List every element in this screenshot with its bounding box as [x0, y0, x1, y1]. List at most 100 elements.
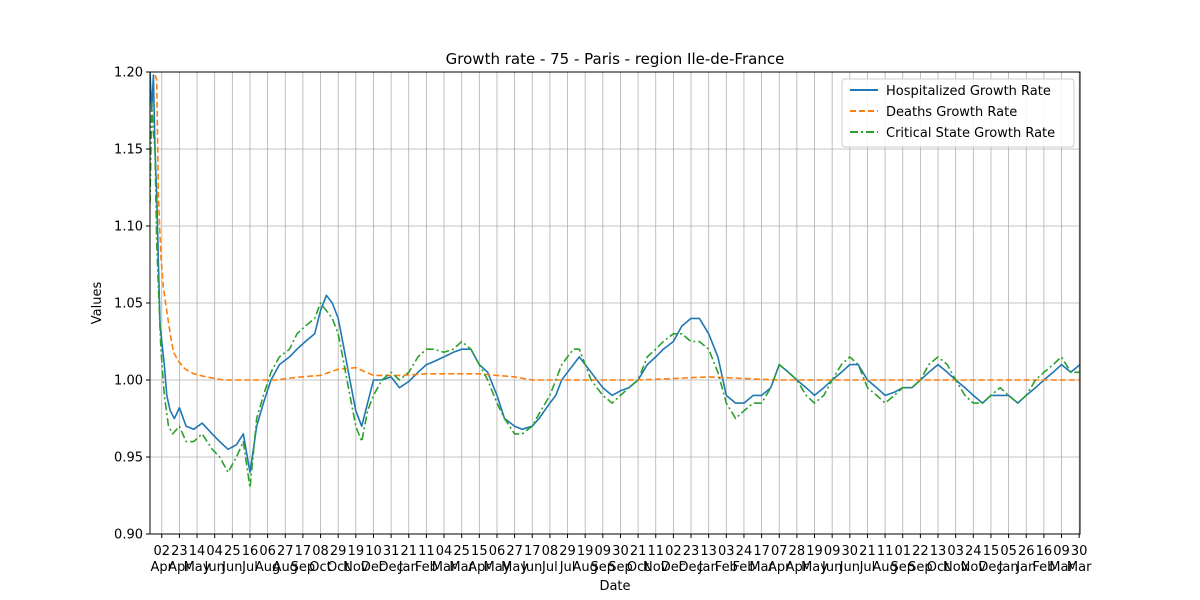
x-tick-month-label: Jul: [241, 560, 258, 575]
x-tick-month-label: Jun: [521, 560, 542, 575]
x-tick-month-label: Apr: [786, 560, 809, 575]
x-tick-month-label: Aug: [255, 560, 280, 575]
x-tick-month-label: Jul: [559, 560, 576, 575]
x-tick-day-label: 17: [295, 544, 312, 559]
legend-box: [841, 78, 1075, 148]
x-tick-day-label: 17: [524, 544, 541, 559]
x-axis-label: Date: [599, 579, 630, 594]
x-tick-month-label: Nov: [961, 560, 987, 575]
x-tick-day-label: 11: [647, 544, 664, 559]
x-tick-day-label: 15: [471, 544, 488, 559]
series-line-1: [154, 74, 1080, 381]
chart-title: Growth rate - 75 - Paris - region Ile-de…: [446, 50, 785, 68]
x-tick-month-label: Apr: [151, 560, 174, 575]
x-tick-day-label: 29: [559, 544, 576, 559]
x-tick-month-label: Sep: [591, 560, 616, 575]
x-tick-month-label: Nov: [643, 560, 669, 575]
x-tick-day-label: 25: [224, 544, 241, 559]
x-tick-month-label: Aug: [273, 560, 298, 575]
x-tick-month-label: Jul: [859, 560, 876, 575]
x-tick-day-label: 27: [277, 544, 294, 559]
x-tick-month-label: Jun: [221, 560, 242, 575]
x-tick-day-label: 27: [506, 544, 523, 559]
x-tick-month-label: Sep: [608, 560, 633, 575]
x-tick-day-label: 30: [1071, 544, 1088, 559]
x-tick-month-label: Feb: [1032, 560, 1055, 575]
x-tick-month-label: May: [484, 560, 511, 575]
x-tick-month-label: Jan: [998, 560, 1019, 575]
x-tick-day-label: 04: [436, 544, 453, 559]
x-tick-day-label: 16: [1036, 544, 1053, 559]
x-tick-month-label: Jun: [839, 560, 860, 575]
x-tick-day-label: 30: [612, 544, 629, 559]
x-tick-day-label: 09: [824, 544, 841, 559]
x-tick-month-label: Dec: [661, 560, 686, 575]
x-tick-month-label: Mar: [1049, 560, 1074, 575]
x-tick-month-label: Apr: [468, 560, 491, 575]
x-tick-month-label: Aug: [872, 560, 897, 575]
x-tick-day-label: 17: [753, 544, 770, 559]
x-tick-day-label: 31: [383, 544, 400, 559]
x-tick-month-label: Feb: [415, 560, 438, 575]
y-tick-label: 1.10: [114, 220, 143, 235]
x-tick-day-label: 21: [859, 544, 876, 559]
x-tick-day-label: 29: [330, 544, 347, 559]
x-tick-month-label: Mar: [1067, 560, 1092, 575]
x-tick-month-label: May: [184, 560, 211, 575]
x-tick-month-label: Jan: [1015, 560, 1036, 575]
x-tick-month-label: Jan: [698, 560, 719, 575]
x-tick-day-label: 23: [171, 544, 188, 559]
x-tick-day-label: 02: [665, 544, 682, 559]
x-tick-month-label: Nov: [343, 560, 369, 575]
legend-hospitalized-label: Hospitalized Growth Rate: [886, 84, 1051, 99]
x-tick-day-label: 22: [912, 544, 929, 559]
x-tick-day-label: 25: [453, 544, 470, 559]
x-tick-month-label: Nov: [943, 560, 969, 575]
x-tick-month-label: Dec: [379, 560, 404, 575]
series-layer: [150, 72, 1080, 489]
x-tick-month-label: May: [801, 560, 828, 575]
x-tick-day-label: 03: [718, 544, 735, 559]
y-tick-label: 1.05: [114, 297, 143, 312]
y-tick-label: 0.95: [114, 451, 143, 466]
x-tick-day-label: 08: [542, 544, 559, 559]
x-tick-month-label: Jun: [821, 560, 842, 575]
x-tick-day-label: 30: [842, 544, 859, 559]
x-axis-ticks: 02Apr23Apr14May04Jun25Jun16Jul06Aug27Aug…: [151, 534, 1092, 575]
x-tick-month-label: Feb: [715, 560, 738, 575]
x-tick-day-label: 28: [789, 544, 806, 559]
x-tick-day-label: 08: [312, 544, 329, 559]
x-tick-day-label: 16: [242, 544, 259, 559]
x-tick-day-label: 19: [348, 544, 365, 559]
x-tick-month-label: Dec: [361, 560, 386, 575]
x-tick-month-label: Mar: [749, 560, 774, 575]
x-tick-day-label: 24: [736, 544, 753, 559]
x-tick-day-label: 15: [983, 544, 1000, 559]
x-tick-day-label: 06: [489, 544, 506, 559]
x-tick-day-label: 24: [965, 544, 982, 559]
x-tick-day-label: 13: [930, 544, 947, 559]
x-tick-day-label: 09: [595, 544, 612, 559]
legend: Hospitalized Growth Rate Deaths Growth R…: [841, 78, 1075, 148]
y-tick-label: 1.15: [114, 143, 143, 158]
y-tick-label: 0.90: [114, 528, 143, 543]
x-tick-day-label: 01: [894, 544, 911, 559]
x-tick-day-label: 10: [365, 544, 382, 559]
x-tick-day-label: 04: [206, 544, 223, 559]
legend-critical-label: Critical State Growth Rate: [886, 126, 1055, 141]
x-tick-day-label: 06: [259, 544, 276, 559]
x-tick-day-label: 09: [1053, 544, 1070, 559]
x-tick-day-label: 14: [189, 544, 206, 559]
x-tick-day-label: 26: [1018, 544, 1035, 559]
x-tick-month-label: Apr: [768, 560, 791, 575]
x-tick-day-label: 07: [771, 544, 788, 559]
x-tick-month-label: Aug: [572, 560, 597, 575]
legend-deaths-label: Deaths Growth Rate: [886, 105, 1017, 120]
x-tick-day-label: 21: [630, 544, 647, 559]
series-line-2: [150, 102, 1080, 489]
x-tick-day-label: 02: [153, 544, 170, 559]
y-axis-ticks: 0.90 0.95 1.00 1.05 1.10 1.15 1.20: [114, 66, 150, 543]
x-tick-month-label: Oct: [927, 560, 949, 575]
y-tick-label: 1.20: [114, 66, 143, 81]
